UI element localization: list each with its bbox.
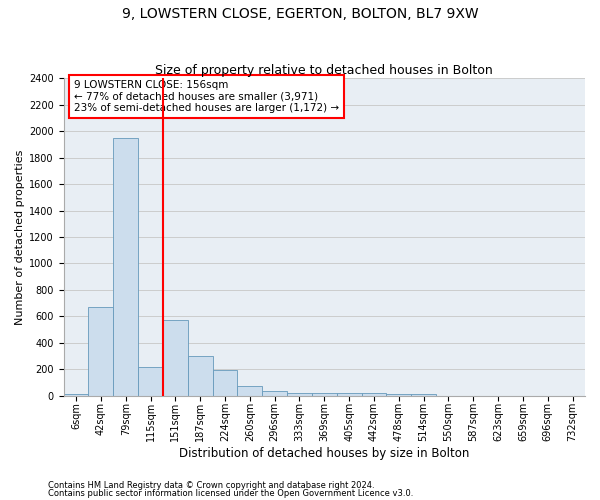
Bar (411, 394, 436, 396)
Bar (362, 393, 386, 396)
Bar (386, 394, 411, 396)
Title: Size of property relative to detached houses in Bolton: Size of property relative to detached ho… (155, 64, 493, 77)
Bar (312, 392, 337, 396)
Bar (262, 390, 287, 396)
Bar (188, 356, 212, 396)
Text: 9 LOWSTERN CLOSE: 156sqm
← 77% of detached houses are smaller (3,971)
23% of sem: 9 LOWSTERN CLOSE: 156sqm ← 77% of detach… (74, 80, 339, 113)
Bar (138, 368, 163, 396)
Text: 9, LOWSTERN CLOSE, EGERTON, BOLTON, BL7 9XW: 9, LOWSTERN CLOSE, EGERTON, BOLTON, BL7 … (122, 8, 478, 22)
Text: Contains HM Land Registry data © Crown copyright and database right 2024.: Contains HM Land Registry data © Crown c… (48, 480, 374, 490)
Bar (212, 370, 238, 396)
X-axis label: Distribution of detached houses by size in Bolton: Distribution of detached houses by size … (179, 447, 470, 460)
Bar (64, 394, 88, 396)
Bar (337, 393, 362, 396)
Y-axis label: Number of detached properties: Number of detached properties (15, 150, 25, 324)
Bar (113, 138, 138, 396)
Bar (238, 386, 262, 396)
Bar (163, 320, 188, 396)
Text: Contains public sector information licensed under the Open Government Licence v3: Contains public sector information licen… (48, 489, 413, 498)
Bar (287, 392, 312, 396)
Bar (88, 307, 113, 396)
